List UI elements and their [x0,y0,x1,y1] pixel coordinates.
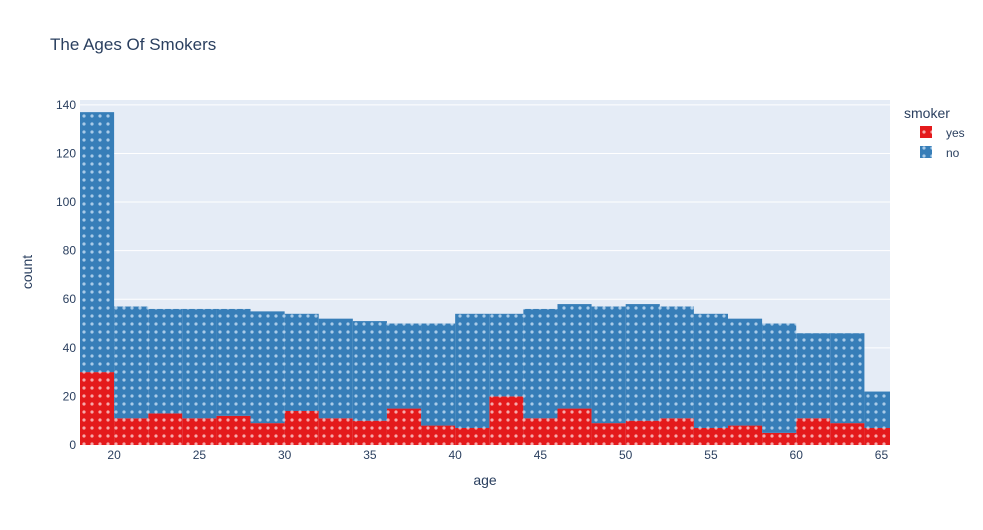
bar-yes[interactable] [591,423,626,445]
legend-item-yes[interactable]: yes [920,126,965,140]
chart-title: The Ages Of Smokers [50,35,216,54]
bar-yes[interactable] [250,423,285,445]
bar-no[interactable] [762,323,797,433]
legend-item-no[interactable]: no [920,146,960,160]
bar-no[interactable] [489,313,524,397]
bar-no[interactable] [182,308,217,419]
legend-title: smoker [904,105,950,121]
bar-no[interactable] [591,306,626,424]
bar-no[interactable] [625,304,660,421]
x-tick-label: 20 [107,448,121,462]
bar-no[interactable] [830,333,865,424]
x-axis-label: age [473,472,497,488]
bar-yes[interactable] [352,420,387,445]
x-axis-ticks: 20 25 30 35 40 45 50 55 60 65 [107,448,888,462]
bar-yes[interactable] [216,415,251,445]
y-axis-ticks: 0 20 40 60 80 100 120 140 [56,98,76,452]
y-tick-label: 20 [63,389,77,403]
y-tick-label: 140 [56,98,76,112]
x-tick-label: 50 [619,448,633,462]
bar-yes[interactable] [625,420,660,445]
bar-yes[interactable] [318,418,353,445]
bar-yes[interactable] [148,413,183,445]
bar-no[interactable] [455,313,490,428]
bar-no[interactable] [693,313,728,428]
x-tick-label: 45 [534,448,548,462]
bar-no[interactable] [386,323,422,409]
bar-no[interactable] [318,318,353,419]
bar-no[interactable] [864,391,898,428]
bar-yes[interactable] [796,418,831,445]
bar-no[interactable] [796,333,831,419]
legend: smoker yes no [904,105,965,160]
bar-no[interactable] [284,313,319,411]
bar-no[interactable] [728,318,763,426]
bar-yes[interactable] [693,427,728,445]
bar-yes[interactable] [489,396,524,445]
legend-swatch-yes [920,126,932,138]
x-tick-label: 40 [448,448,462,462]
y-tick-label: 100 [56,195,76,209]
bar-yes[interactable] [728,425,763,445]
y-tick-label: 120 [56,146,76,160]
y-tick-label: 40 [63,341,77,355]
bar-no[interactable] [114,306,149,419]
x-tick-label: 35 [363,448,377,462]
bar-no[interactable] [250,311,285,424]
bar-yes[interactable] [421,425,456,445]
bar-yes[interactable] [114,418,149,445]
y-tick-label: 60 [63,292,77,306]
legend-swatch-no [920,146,932,158]
bar-yes[interactable] [455,427,490,445]
legend-label-yes: yes [946,126,965,140]
bar-no[interactable] [148,308,183,414]
bar-yes[interactable] [659,418,694,445]
bars-group [80,112,898,445]
y-tick-label: 80 [63,244,77,258]
bar-no[interactable] [659,306,694,419]
bar-no[interactable] [80,112,115,373]
y-axis-label: count [19,255,35,289]
bar-yes[interactable] [182,418,217,445]
bar-yes[interactable] [80,372,115,445]
bar-yes[interactable] [284,410,319,445]
legend-label-no: no [946,146,960,160]
bar-yes[interactable] [557,408,592,445]
bar-yes[interactable] [830,423,865,445]
x-tick-label: 65 [875,448,889,462]
x-tick-label: 25 [193,448,207,462]
bar-yes[interactable] [523,418,558,445]
x-tick-label: 55 [704,448,718,462]
x-tick-label: 60 [790,448,804,462]
bar-no[interactable] [523,308,558,419]
bar-no[interactable] [352,321,387,421]
bar-yes[interactable] [762,432,797,445]
bar-yes[interactable] [386,408,422,445]
bar-yes[interactable] [864,427,898,445]
bar-no[interactable] [557,304,592,409]
bar-no[interactable] [216,308,251,416]
bar-no[interactable] [421,323,456,426]
y-tick-label: 0 [69,438,76,452]
x-tick-label: 30 [278,448,292,462]
